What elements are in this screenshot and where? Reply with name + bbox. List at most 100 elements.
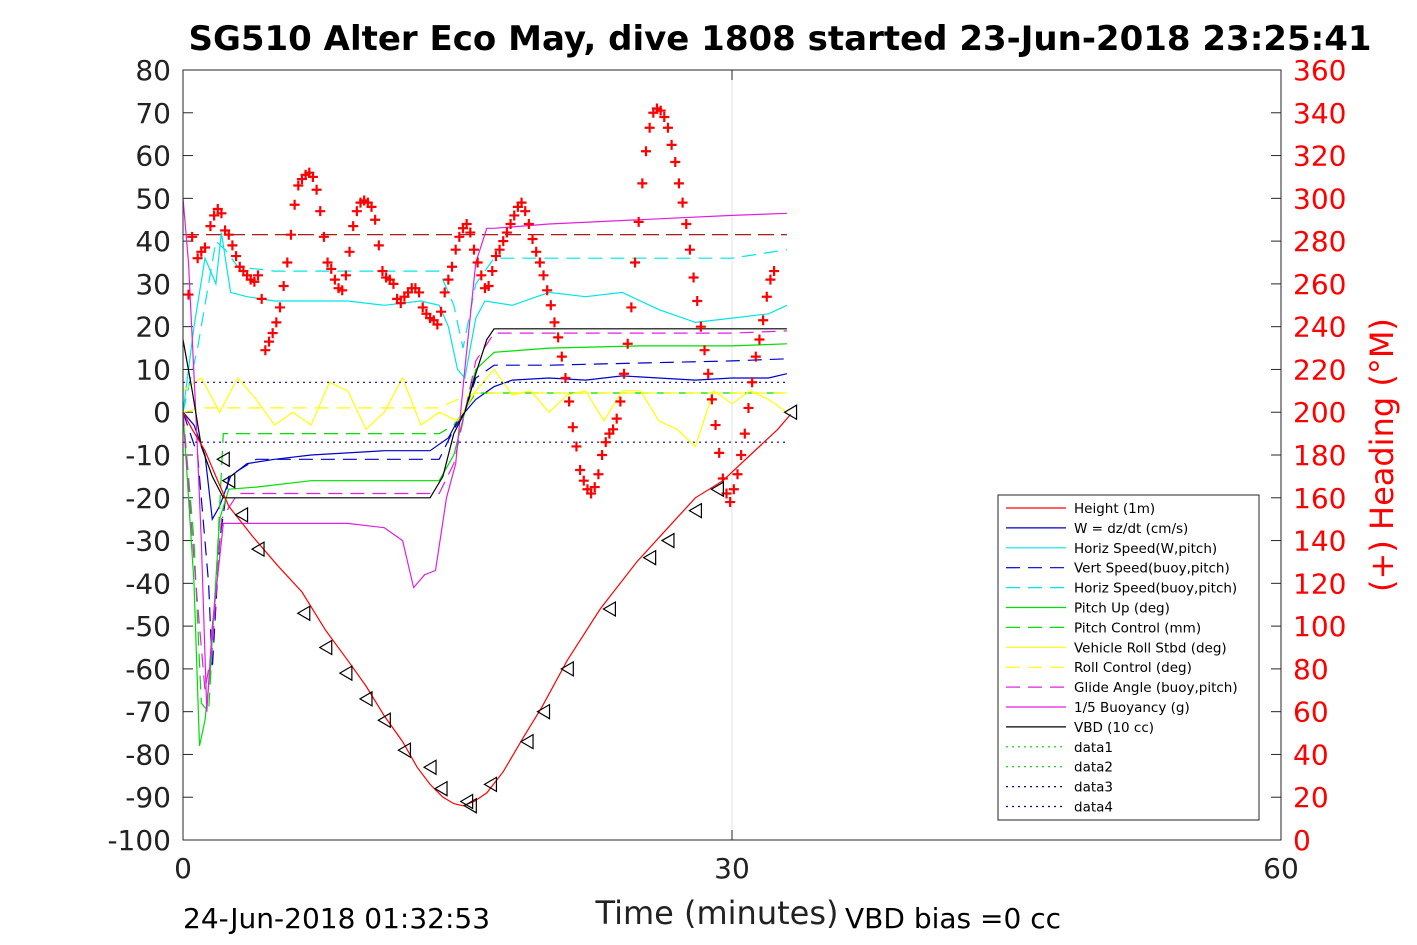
right-tick-label: 40 xyxy=(1293,738,1329,771)
legend-entry-label: Roll Control (deg) xyxy=(1074,660,1192,676)
heading-point xyxy=(443,274,454,285)
heading-point xyxy=(199,242,210,253)
legend-entry-label: Pitch Control (mm) xyxy=(1074,620,1201,636)
heading-point xyxy=(329,274,340,285)
right-y-axis-label: (+) Heading (°M) xyxy=(1363,318,1401,592)
right-tick-label: 100 xyxy=(1293,610,1346,643)
series-line-1 xyxy=(182,373,788,522)
left-tick-label: 60 xyxy=(135,140,171,173)
right-tick-label: 0 xyxy=(1293,824,1311,857)
heading-point xyxy=(414,287,425,298)
depth-triangle-marker xyxy=(463,797,477,814)
x-tick-label: 60 xyxy=(1263,852,1299,885)
heading-point xyxy=(472,257,483,268)
depth-triangle-marker xyxy=(642,549,657,566)
heading-point xyxy=(192,253,203,264)
heading-point xyxy=(253,270,264,281)
depth-triangle-marker xyxy=(422,759,437,776)
right-tick-label: 260 xyxy=(1293,268,1346,301)
heading-point xyxy=(662,122,673,133)
depth-triangle-marker xyxy=(296,605,311,622)
heading-point xyxy=(571,441,582,452)
legend-entry-label: data1 xyxy=(1074,740,1113,756)
series-line-height xyxy=(182,411,792,807)
legend-entry-label: Horiz Speed(buoy,pitch) xyxy=(1074,581,1237,597)
heading-point xyxy=(264,336,275,347)
left-tick-label: -60 xyxy=(125,653,171,686)
heading-point xyxy=(461,219,472,229)
depth-triangle-marker xyxy=(377,712,391,729)
heading-point xyxy=(769,266,780,277)
x-ticks: 0 30 60 xyxy=(174,70,1299,885)
right-tick-label: 340 xyxy=(1293,97,1346,130)
heading-point xyxy=(311,184,322,195)
depth-triangle-marker xyxy=(234,506,249,523)
legend-entry-label: Vehicle Roll Stbd (deg) xyxy=(1074,640,1227,656)
heading-point xyxy=(761,291,772,302)
depth-triangle-marker xyxy=(358,690,373,707)
heading-point xyxy=(436,306,447,317)
heading-point xyxy=(688,272,699,283)
heading-point xyxy=(545,300,556,311)
heading-point xyxy=(611,413,622,424)
heading-point xyxy=(282,257,293,268)
heading-point xyxy=(285,229,296,240)
heading-point xyxy=(677,197,688,208)
heading-point xyxy=(187,231,198,242)
heading-point xyxy=(274,302,285,313)
footer-timestamp: 24-Jun-2018 01:32:53 xyxy=(183,902,490,935)
legend-box xyxy=(997,494,1260,821)
heading-point xyxy=(516,197,527,208)
heading-point xyxy=(765,274,776,285)
heading-point xyxy=(695,321,706,332)
legend-entry-label: W = dz/dt (cm/s) xyxy=(1074,521,1188,537)
heading-point xyxy=(728,484,739,495)
depth-triangle-marker xyxy=(560,660,574,677)
left-tick-label: 10 xyxy=(135,353,171,386)
heading-point xyxy=(498,236,509,247)
heading-point xyxy=(575,464,586,475)
right-tick-label: 240 xyxy=(1293,311,1346,344)
heading-point xyxy=(549,317,560,328)
heading-point xyxy=(681,219,692,229)
heading-point xyxy=(644,122,655,133)
legend-entry-label: data2 xyxy=(1074,760,1113,776)
depth-triangle-marker xyxy=(483,776,498,793)
plot-frame xyxy=(182,69,1282,841)
legend-entry-label: Horiz Speed(W,pitch) xyxy=(1074,541,1217,557)
x-tick-label: 30 xyxy=(714,852,750,885)
left-tick-label: 30 xyxy=(135,268,171,301)
left-tick-label: -80 xyxy=(125,738,171,771)
series-line-11 xyxy=(182,328,787,499)
heading-point xyxy=(567,422,578,433)
heading-point xyxy=(560,373,571,383)
left-tick-label: 20 xyxy=(135,311,171,344)
left-tick-label: -90 xyxy=(125,781,171,814)
heading-point xyxy=(637,178,648,189)
heading-point xyxy=(388,278,399,289)
heading-point xyxy=(505,219,516,229)
right-tick-label: 320 xyxy=(1293,140,1346,173)
heading-point xyxy=(417,302,428,313)
depth-triangle-marker xyxy=(602,600,616,618)
heading-point xyxy=(703,368,714,379)
depth-triangle-marker xyxy=(783,404,798,421)
heading-point xyxy=(615,396,626,407)
depth-triangle-marker xyxy=(318,639,333,656)
left-tick-label: 80 xyxy=(135,54,171,87)
heading-point xyxy=(542,285,553,296)
heading-point xyxy=(432,319,443,330)
series-line-3 xyxy=(182,358,787,669)
right-tick-label: 280 xyxy=(1293,225,1346,258)
heading-point xyxy=(318,231,329,242)
heading-point xyxy=(553,332,564,343)
heading-point xyxy=(487,266,498,277)
right-tick-label: 360 xyxy=(1293,54,1346,87)
right-tick-label: 200 xyxy=(1293,396,1346,429)
heading-point xyxy=(340,270,351,281)
right-tick-label: 20 xyxy=(1293,781,1329,814)
heading-point xyxy=(531,246,542,257)
left-tick-label: 50 xyxy=(135,182,171,215)
heading-point xyxy=(183,289,194,300)
series-line-5 xyxy=(182,343,787,747)
